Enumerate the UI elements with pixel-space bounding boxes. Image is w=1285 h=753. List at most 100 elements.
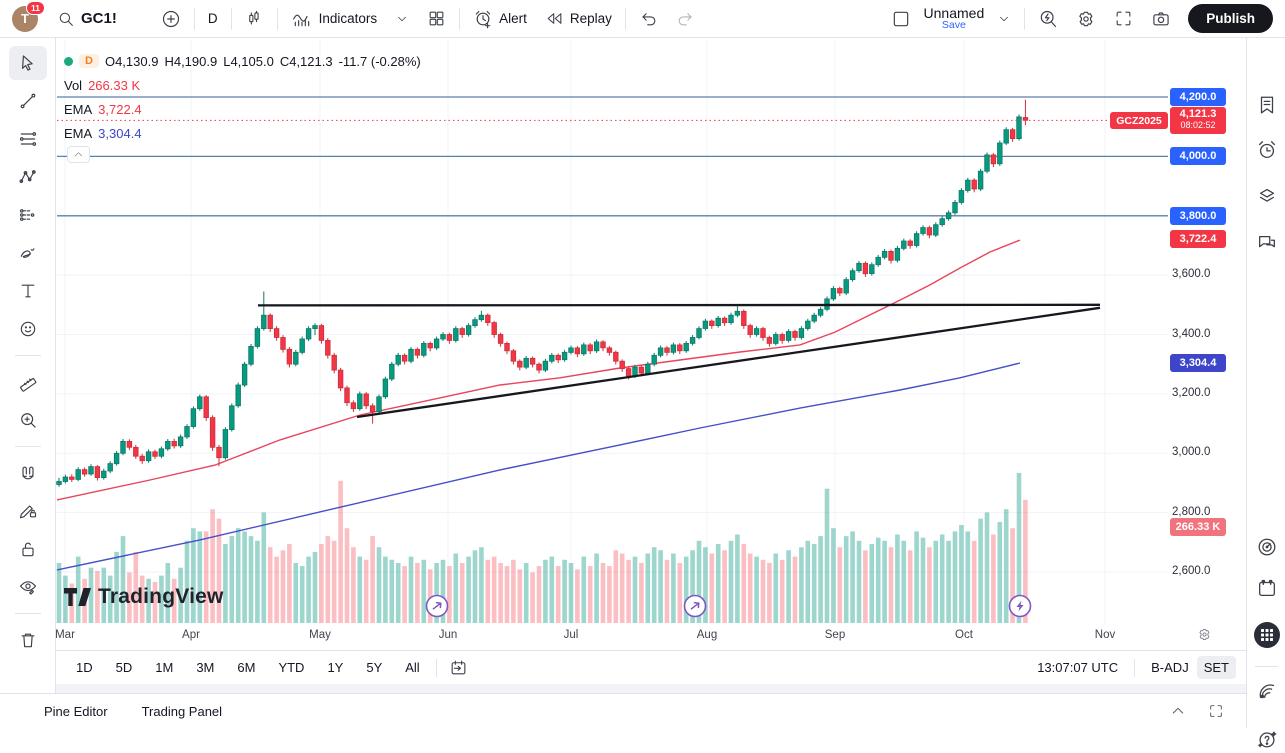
save-link[interactable]: Save: [941, 19, 966, 32]
lock-tool[interactable]: [9, 532, 47, 566]
fullscreen-icon: [1116, 11, 1131, 26]
publish-button[interactable]: Publish: [1188, 4, 1273, 33]
range-button-5y[interactable]: 5Y: [366, 660, 383, 675]
price-axis-label: 2,800.0: [1172, 505, 1211, 518]
legend-ema-slow-row[interactable]: EMA 3,304.4: [64, 121, 427, 145]
range-button-5d[interactable]: 5D: [115, 660, 133, 675]
time-axis-label: Mar: [55, 629, 75, 641]
chevron-down-icon: [398, 16, 407, 21]
text-tool[interactable]: [9, 274, 47, 308]
prediction-tool[interactable]: [9, 198, 47, 232]
clock[interactable]: 13:07:07 UTC: [1037, 660, 1119, 675]
layout-templates-button[interactable]: [418, 0, 455, 37]
range-button-6m[interactable]: 6M: [237, 660, 256, 675]
avatar-letter: T: [21, 11, 29, 26]
panel-maximize-button[interactable]: [1208, 703, 1224, 719]
streams-icon: [1259, 683, 1274, 698]
hide-drawings-tool[interactable]: [9, 570, 47, 604]
interval-button[interactable]: D: [199, 0, 227, 37]
legend-ema-fast-row[interactable]: EMA 3,722.4: [64, 97, 427, 121]
legend-collapse-button[interactable]: [67, 146, 90, 163]
cursor-icon: [21, 55, 33, 71]
trend-line-tool[interactable]: [9, 84, 47, 118]
ruler-tool[interactable]: [9, 365, 47, 399]
ideas-button[interactable]: [1252, 532, 1281, 561]
tab-pine-editor[interactable]: Pine Editor: [44, 703, 108, 719]
ideas-icon: [1258, 538, 1275, 555]
magnet-icon: [21, 466, 34, 480]
price-axis-label: 3,200.0: [1172, 386, 1211, 399]
apps-menu-button[interactable]: [1252, 620, 1281, 649]
drawing-mode-icon: [19, 505, 36, 519]
layout-square-icon: [893, 11, 908, 26]
chart-style-button[interactable]: [236, 0, 273, 37]
range-button-1y[interactable]: 1Y: [327, 660, 344, 675]
prediction-icon: [19, 209, 34, 221]
settings-button[interactable]: [1067, 0, 1105, 37]
quick-search-button[interactable]: [1029, 0, 1067, 37]
brush-tool[interactable]: [9, 236, 47, 270]
range-button-all[interactable]: All: [405, 660, 420, 675]
symbol-search-button[interactable]: GC1!: [48, 0, 126, 37]
chat-button[interactable]: [1252, 228, 1281, 257]
indicators-button[interactable]: Indicators: [282, 0, 387, 37]
indicators-templates-button[interactable]: [386, 0, 418, 37]
drawing-mode-tool[interactable]: [9, 494, 47, 528]
magnet-tool[interactable]: [9, 456, 47, 490]
cursor-tool[interactable]: [8, 46, 47, 80]
chart-canvas[interactable]: [0, 0, 1285, 728]
legend-symbol-row[interactable]: D O4,130.9 H4,190.9 L4,105.0 C4,121.3 -11.7 …: [64, 49, 427, 73]
goto-date-button[interactable]: [445, 651, 472, 684]
range-button-1m[interactable]: 1M: [155, 660, 174, 675]
time-axis-label: Jul: [563, 629, 579, 641]
price-axis-badge: 3,800.0: [1170, 206, 1226, 225]
price-axis-badge: 3,722.4: [1170, 229, 1226, 248]
tab-trading-panel[interactable]: Trading Panel: [141, 703, 223, 719]
delete-tool[interactable]: [9, 623, 47, 657]
zoom-tool[interactable]: [9, 403, 47, 437]
calendar-button[interactable]: [1252, 573, 1281, 602]
axis-settings-button[interactable]: [1197, 627, 1212, 642]
ema-slow-value: 3,304.4: [98, 125, 142, 141]
range-button-ytd[interactable]: YTD: [278, 660, 305, 675]
help-icon: [1257, 730, 1276, 747]
range-button-3m[interactable]: 3M: [196, 660, 215, 675]
streams-button[interactable]: [1252, 676, 1281, 705]
apps-grid-icon: [1253, 621, 1280, 648]
countdown-timer: 08:02:52: [1180, 119, 1216, 130]
calendar-icon: [1258, 579, 1275, 596]
range-toolbar: 1D 5D 1M 3M 6M YTD 1Y 5Y All 13:07:07 UTC B-ADJ …: [56, 650, 1246, 684]
layout-menu-button[interactable]: [988, 0, 1020, 37]
tradingview-watermark[interactable]: TradingView: [64, 585, 224, 609]
avatar[interactable]: T 11: [12, 0, 45, 32]
alert-clock-icon: [475, 10, 491, 28]
pattern-tool[interactable]: [9, 160, 47, 194]
legend-volume-row[interactable]: Vol 266.33 K: [64, 73, 427, 97]
compare-add-button[interactable]: [152, 0, 190, 37]
time-axis-label: Apr: [182, 629, 200, 641]
range-button-1d[interactable]: 1D: [76, 660, 93, 675]
time-axis-label: Aug: [696, 629, 718, 641]
help-button[interactable]: [1252, 724, 1281, 753]
ohlc-values: O4,130.9 H4,190.9 L4,105.0 C4,121.3 -11.7 (-…: [104, 53, 421, 69]
eye-icon: [19, 581, 36, 595]
panel-expand-button[interactable]: [1170, 703, 1186, 719]
screenshot-button[interactable]: [1142, 0, 1180, 37]
alert-button[interactable]: Alert: [464, 0, 536, 37]
time-axis[interactable]: Mar Apr May Jun Jul Aug Sep Oct Nov: [55, 625, 1168, 650]
notification-badge: 11: [26, 0, 45, 15]
adjustment-toggle[interactable]: B-ADJ: [1151, 660, 1189, 675]
replay-button[interactable]: Replay: [536, 0, 621, 37]
emoji-tool[interactable]: [9, 312, 47, 346]
layout-grid-icon: [429, 11, 444, 26]
undo-button[interactable]: [630, 0, 667, 37]
alerts-button[interactable]: [1252, 135, 1281, 164]
object-tree-button[interactable]: [1252, 181, 1281, 210]
layout-name-button[interactable]: Unnamed Save: [920, 5, 989, 32]
layout-select-button[interactable]: [882, 0, 920, 37]
fib-retracement-tool[interactable]: [9, 122, 47, 156]
watchlist-button[interactable]: [1252, 90, 1281, 119]
redo-button[interactable]: [667, 0, 704, 37]
settlement-toggle[interactable]: SET: [1196, 656, 1236, 679]
fullscreen-button[interactable]: [1105, 0, 1142, 37]
